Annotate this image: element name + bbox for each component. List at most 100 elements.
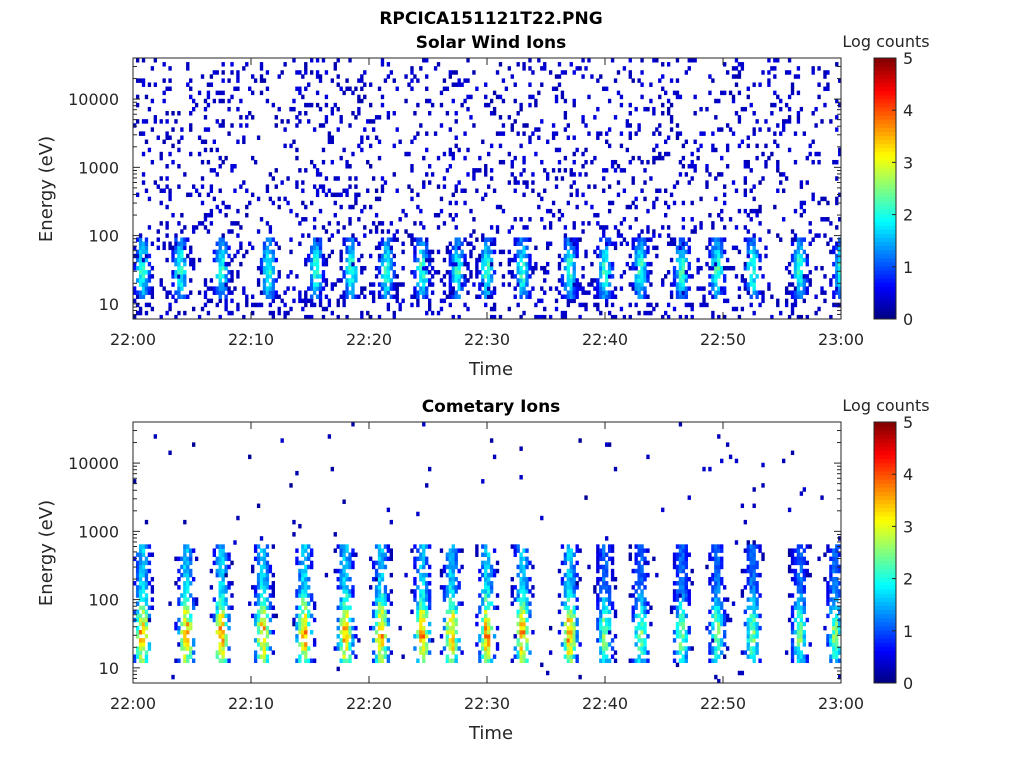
heatmap-cell [451, 642, 455, 647]
heatmap-cell [428, 98, 432, 104]
heatmap-cell [265, 270, 270, 275]
heatmap-cell [436, 184, 441, 189]
heatmap-cell [215, 249, 219, 255]
heatmap-cell [242, 139, 246, 145]
colorbar-segment [874, 229, 896, 234]
heatmap-cell [404, 229, 408, 234]
heatmap-cell [392, 111, 396, 116]
heatmap-cell [460, 564, 464, 570]
heatmap-cell [610, 290, 615, 295]
heatmap-cell [740, 306, 745, 312]
heatmap-cell [321, 306, 326, 312]
heatmap-cell [528, 613, 532, 619]
heatmap-cell [711, 589, 715, 594]
heatmap-cell [596, 306, 600, 312]
heatmap-cell [749, 294, 753, 300]
heatmap-cell [537, 127, 541, 132]
heatmap-cell [425, 278, 429, 283]
heatmap-cell [749, 278, 753, 283]
heatmap-cell [371, 650, 376, 655]
heatmap-cell [348, 237, 352, 242]
heatmap-cell [484, 241, 488, 246]
colorbar-segment [874, 298, 896, 304]
heatmap-cell [138, 249, 143, 255]
heatmap-cell [230, 270, 234, 275]
heatmap-cell [631, 617, 635, 623]
heatmap-cell [454, 642, 458, 647]
heatmap-cell [652, 155, 656, 161]
heatmap-cell [684, 548, 688, 553]
heatmap-cell [265, 568, 270, 574]
heatmap-cell [829, 119, 833, 124]
heatmap-cell [292, 286, 296, 291]
heatmap-cell [386, 229, 391, 234]
heatmap-cell [634, 634, 638, 639]
heatmap-cell [835, 265, 839, 271]
heatmap-cell [832, 274, 836, 279]
heatmap-cell [489, 314, 494, 320]
heatmap-cell [395, 286, 399, 291]
heatmap-cell [416, 302, 420, 308]
heatmap-cell [135, 278, 140, 283]
heatmap-cell [678, 605, 683, 610]
heatmap-cell [652, 245, 656, 251]
heatmap-cell [487, 290, 491, 295]
heatmap-cell [519, 585, 523, 590]
heatmap-cell [457, 241, 461, 246]
heatmap-cell [141, 274, 146, 279]
heatmap-cell [330, 233, 334, 238]
heatmap-cell [672, 638, 677, 643]
heatmap-cell [177, 111, 181, 116]
heatmap-cell [386, 115, 391, 120]
heatmap-cell [678, 629, 683, 635]
heatmap-cell [422, 617, 426, 623]
colorbar-segment [874, 233, 896, 238]
heatmap-cell [743, 519, 747, 525]
heatmap-cell [345, 245, 349, 251]
heatmap-cell [253, 658, 258, 664]
heatmap-cell [221, 654, 225, 659]
heatmap-cell [380, 94, 385, 100]
colorbar-segment [874, 172, 896, 177]
heatmap-cell [678, 593, 683, 598]
heatmap-cell [637, 237, 641, 242]
heatmap-cell [519, 253, 523, 259]
heatmap-cell [380, 613, 385, 619]
heatmap-cell [189, 568, 193, 574]
heatmap-cell [135, 310, 140, 316]
heatmap-cell [637, 597, 641, 602]
heatmap-cell [675, 135, 680, 140]
heatmap-cell [596, 581, 600, 586]
heatmap-cell [192, 306, 196, 312]
heatmap-cell [569, 184, 573, 189]
heatmap-cell [203, 217, 208, 222]
heatmap-cell [342, 548, 346, 553]
heatmap-cell [717, 564, 721, 570]
heatmap-cell [351, 564, 355, 570]
heatmap-cell [138, 605, 143, 610]
heatmap-cell [563, 601, 568, 606]
heatmap-cell [274, 241, 278, 246]
heatmap-cell [345, 78, 349, 83]
heatmap-cell [814, 106, 818, 112]
heatmap-cell [321, 253, 326, 259]
heatmap-cell [183, 634, 187, 639]
heatmap-cell [138, 658, 143, 664]
heatmap-cell [711, 237, 715, 242]
heatmap-cell [262, 290, 267, 295]
heatmap-cell [436, 155, 441, 161]
heatmap-cell [451, 82, 455, 87]
heatmap-cell [484, 282, 488, 287]
heatmap-cell [607, 601, 612, 606]
heatmap-cell [448, 261, 452, 267]
heatmap-cell [416, 204, 420, 210]
heatmap-cell [138, 589, 143, 594]
heatmap-cell [345, 625, 349, 631]
heatmap-cell [177, 221, 181, 226]
heatmap-cell [345, 257, 349, 263]
heatmap-cell [197, 135, 202, 140]
heatmap-cell [811, 70, 815, 75]
heatmap-cell [457, 601, 461, 606]
heatmap-cell [304, 544, 308, 549]
heatmap-cell [274, 184, 278, 189]
